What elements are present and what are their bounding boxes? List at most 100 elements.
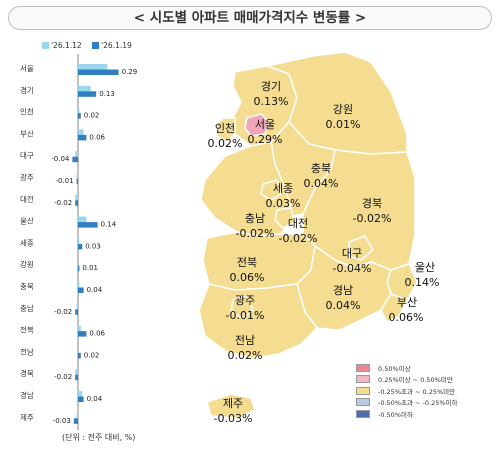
category-label: 인천 [20, 107, 34, 117]
region-gwangju [230, 295, 254, 319]
category-label: 대전 [20, 194, 34, 204]
bar-prev [78, 107, 80, 114]
value-label: -0.02 [54, 199, 72, 207]
category-label: 경북 [20, 368, 34, 378]
bar-curr [78, 222, 98, 228]
bar-curr [78, 331, 87, 337]
map-legend-label: 0.50%이상 [378, 364, 411, 373]
map-legend-row: -0.50%초과 ~ -0.25%이하 [356, 397, 458, 409]
bar-curr [78, 396, 84, 402]
label-daegu-name: 대구 [342, 247, 362, 260]
legend-item-prev: '26.1.12 [42, 41, 82, 50]
category-label: 전북 [20, 325, 34, 335]
label-chungbuk-name: 충북 [311, 162, 331, 175]
legend-swatch-curr [92, 42, 100, 49]
bar-prev [78, 282, 80, 288]
map-legend-label: 0.25%이상 ~ 0.50%미만 [378, 376, 453, 385]
value-label: 0.02 [84, 351, 100, 359]
category-label: 제주 [20, 413, 34, 422]
label-gwangju-name: 광주 [235, 294, 255, 307]
bar-curr [78, 287, 84, 293]
legend-swatch-prev [42, 42, 49, 49]
label-busan-value: 0.06% [389, 311, 424, 324]
category-label: 경남 [20, 390, 34, 400]
region-gyeongnam [296, 245, 392, 331]
region-daegu [348, 235, 374, 261]
bar-prev [78, 238, 80, 244]
map-legend-row: -0.25%초과 ~ 0.25%미만 [356, 385, 458, 397]
region-daejeon [274, 207, 296, 229]
bar-curr [78, 113, 81, 119]
value-label: -0.03 [53, 417, 71, 425]
chart-title: < 시도별 아파트 매매가격지수 변동률 > [8, 6, 492, 30]
map-labels: 경기 0.13% 강원 0.01% 인천 0.02% 서울 0.29% 충북 0… [208, 80, 440, 425]
label-gyeongbuk-value: -0.02% [353, 212, 392, 225]
value-label: 0.29 [122, 68, 138, 76]
label-daegu-value: -0.04% [333, 262, 372, 275]
category-label: 강원 [20, 259, 34, 269]
value-label: 0.03 [85, 242, 101, 250]
bar-prev [75, 369, 78, 375]
map-legend-swatch [356, 409, 370, 418]
map-legend-row: 0.25%이상 ~ 0.50%미만 [356, 374, 458, 386]
label-gwangju-value: -0.01% [226, 309, 265, 322]
label-gyeongnam-name: 경남 [333, 284, 353, 297]
legend-label-prev: '26.1.12 [51, 41, 82, 50]
label-gangwon-name: 강원 [333, 103, 353, 116]
value-label: -0.02 [54, 308, 72, 316]
bar-curr [78, 265, 80, 272]
value-label: 0.02 [84, 112, 100, 120]
label-seoul-value: 0.29% [248, 133, 283, 146]
value-label: 0.04 [87, 286, 103, 294]
map-regions [198, 51, 418, 419]
category-label: 울산 [20, 216, 34, 226]
value-label: 0.14 [101, 221, 117, 229]
map-legend: 0.50%이상 0.25%이상 ~ 0.50%미만 -0.25%초과 ~ 0.2… [356, 362, 458, 420]
region-seoul [244, 113, 270, 137]
bar-curr [75, 200, 78, 206]
bar-prev [75, 151, 78, 157]
label-jeju-name: 제주 [223, 397, 243, 410]
value-label: -0.01 [55, 177, 73, 185]
label-seoul-name: 서울 [255, 118, 275, 131]
map-legend-swatch [356, 386, 370, 395]
label-jeonnam-name: 전남 [235, 334, 255, 347]
category-label: 광주 [20, 172, 34, 182]
region-busan [380, 293, 408, 323]
value-label: 0.04 [87, 395, 103, 403]
label-gyeongnam-value: 0.04% [326, 299, 361, 312]
region-jeju [206, 393, 256, 419]
label-jeju-value: -0.03% [214, 412, 253, 425]
category-label: 서울 [20, 64, 34, 73]
label-chungnam-value: -0.02% [236, 227, 275, 240]
category-label: 전남 [20, 346, 34, 356]
label-busan-name: 부산 [397, 296, 417, 309]
map-legend-label: -0.50%초과 ~ -0.25%이하 [378, 399, 458, 408]
bar-curr [78, 69, 119, 75]
label-daejeon-name: 대전 [288, 217, 308, 230]
bar-curr [72, 156, 78, 163]
map-legend-label: -0.50%이하 [378, 410, 413, 419]
label-daejeon-value: -0.02% [279, 232, 318, 245]
map-legend-row: 0.50%이상 [356, 362, 458, 374]
legend-label-curr: '26.1.19 [101, 41, 132, 50]
value-label: -0.02 [54, 373, 72, 381]
category-label: 대구 [20, 151, 34, 160]
label-sejong-name: 세종 [273, 182, 293, 195]
bar-curr [73, 418, 78, 424]
bar-prev [78, 64, 108, 70]
bar-prev [78, 85, 91, 92]
label-ulsan-name: 울산 [415, 261, 435, 274]
map-legend-swatch [356, 363, 370, 372]
category-label: 경기 [20, 85, 34, 95]
bar-prev [78, 325, 81, 332]
category-label: 부산 [20, 128, 34, 138]
label-jeonbuk-name: 전북 [237, 256, 257, 269]
label-jeonbuk-value: 0.06% [230, 271, 265, 284]
label-incheon-name: 인천 [215, 121, 235, 135]
category-label: 충남 [20, 304, 34, 313]
map-legend-swatch [356, 375, 370, 384]
bar-curr [78, 91, 97, 97]
bar-prev [76, 412, 78, 419]
label-gyeongbuk-name: 경북 [362, 197, 382, 210]
